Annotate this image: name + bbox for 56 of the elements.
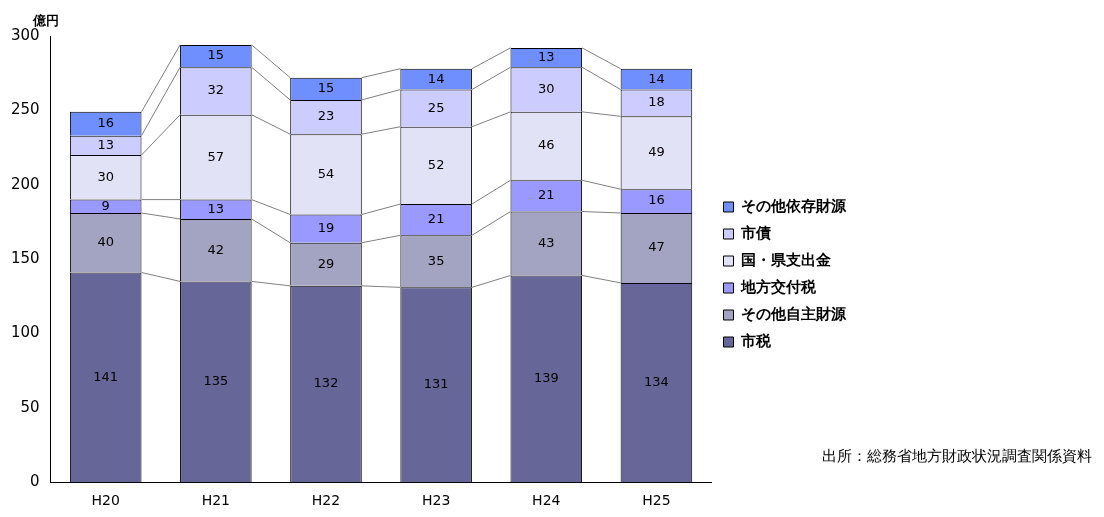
data-label: 9 bbox=[101, 197, 110, 213]
data-label: 21 bbox=[427, 211, 445, 227]
data-label: 43 bbox=[538, 234, 555, 250]
data-label: 29 bbox=[317, 255, 335, 271]
data-label: 47 bbox=[648, 239, 665, 255]
data-label: 14 bbox=[648, 70, 665, 86]
data-label: 139 bbox=[533, 370, 559, 386]
data-label: 30 bbox=[97, 168, 114, 184]
x-tick-label: H24 bbox=[532, 492, 561, 509]
data-label: 46 bbox=[538, 137, 555, 153]
x-tick-label: H21 bbox=[201, 492, 231, 509]
legend-label: 市債 bbox=[740, 223, 771, 242]
text: 出所：総務省地方財政状況調査関係資料 bbox=[822, 447, 1092, 466]
data-label: 134 bbox=[644, 373, 669, 389]
data-label: 13 bbox=[538, 48, 555, 64]
data-label: 40 bbox=[97, 234, 114, 250]
data-label: 135 bbox=[203, 373, 229, 389]
y-tick-label: 250 bbox=[10, 100, 40, 119]
data-label: 13 bbox=[97, 136, 114, 152]
data-label: 16 bbox=[97, 115, 114, 131]
legend-label: 市税 bbox=[740, 331, 772, 350]
legend-label: その他自主財源 bbox=[741, 304, 847, 323]
data-label: 42 bbox=[207, 241, 225, 257]
data-label: 32 bbox=[207, 82, 225, 98]
data-label: 19 bbox=[317, 219, 335, 235]
y-tick-label: 200 bbox=[10, 174, 40, 193]
data-label: 13 bbox=[207, 200, 225, 216]
y-tick-label: 150 bbox=[10, 248, 40, 267]
x-tick-label: H25 bbox=[642, 492, 671, 509]
legend-label: 国・県支出金 bbox=[741, 250, 831, 269]
data-label: 141 bbox=[93, 368, 119, 384]
data-label: 25 bbox=[427, 99, 445, 115]
legend-label: その他依存財源 bbox=[741, 196, 847, 215]
y-axis-title: 億円 bbox=[31, 12, 59, 28]
data-label: 57 bbox=[207, 148, 225, 164]
data-label: 23 bbox=[317, 108, 335, 124]
data-label: 54 bbox=[317, 165, 335, 181]
legend-label: 地方交付税 bbox=[740, 277, 817, 296]
data-label: 52 bbox=[427, 156, 445, 172]
data-label: 16 bbox=[648, 192, 665, 208]
data-label: 14 bbox=[427, 70, 445, 86]
data-label: 132 bbox=[313, 375, 339, 391]
data-label: 18 bbox=[648, 94, 665, 110]
x-tick-label: H22 bbox=[311, 492, 341, 509]
data-label: 15 bbox=[207, 47, 225, 63]
y-tick-label: 0 bbox=[30, 472, 40, 491]
data-label: 21 bbox=[538, 187, 555, 203]
data-label: 35 bbox=[427, 252, 445, 268]
data-label: 15 bbox=[317, 80, 335, 96]
y-tick-label: 100 bbox=[10, 323, 40, 342]
data-label: 49 bbox=[648, 144, 665, 160]
x-tick-label: H23 bbox=[421, 492, 451, 509]
data-label: 30 bbox=[538, 80, 555, 96]
x-tick-label: H20 bbox=[91, 492, 120, 509]
data-label: 131 bbox=[423, 376, 449, 392]
y-tick-label: 50 bbox=[20, 397, 40, 416]
